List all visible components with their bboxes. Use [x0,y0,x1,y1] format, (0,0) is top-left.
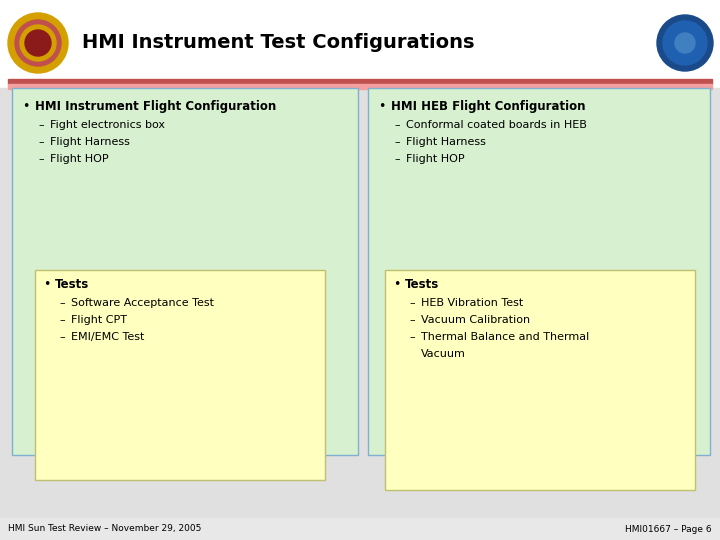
Circle shape [657,15,713,71]
Text: –: – [409,298,415,308]
Text: Vacuum: Vacuum [421,349,466,359]
Text: Flight CPT: Flight CPT [71,315,127,325]
Text: Flight HOP: Flight HOP [50,154,109,164]
Text: –: – [59,298,65,308]
Text: –: – [59,315,65,325]
FancyBboxPatch shape [385,270,695,490]
Text: Conformal coated boards in HEB: Conformal coated boards in HEB [406,120,587,130]
FancyBboxPatch shape [368,88,710,455]
FancyBboxPatch shape [12,88,358,455]
Text: –: – [59,332,65,342]
Bar [8,84,712,89]
Text: •: • [393,278,400,291]
Text: Flight Harness: Flight Harness [406,137,486,147]
Text: •: • [378,100,385,113]
Text: –: – [38,120,44,130]
Text: •: • [43,278,50,291]
Text: HEB Vibration Test: HEB Vibration Test [421,298,523,308]
Circle shape [20,25,56,61]
Circle shape [25,30,51,56]
Bar [0,518,720,540]
Text: Vacuum Calibration: Vacuum Calibration [421,315,530,325]
Text: HMI Sun Test Review – November 29, 2005: HMI Sun Test Review – November 29, 2005 [8,524,202,534]
Circle shape [675,33,695,53]
Text: –: – [409,315,415,325]
Text: •: • [22,100,30,113]
FancyBboxPatch shape [35,270,325,480]
Text: –: – [394,120,400,130]
Text: Tests: Tests [55,278,89,291]
Bar [8,79,712,84]
Bar [0,0,720,78]
Text: Flight HOP: Flight HOP [406,154,464,164]
Text: –: – [38,137,44,147]
Text: HMI Instrument Test Configurations: HMI Instrument Test Configurations [82,33,474,52]
Bar [0,88,720,518]
Text: EMI/EMC Test: EMI/EMC Test [71,332,145,342]
Text: Fight electronics box: Fight electronics box [50,120,165,130]
Text: –: – [38,154,44,164]
Circle shape [15,20,61,66]
Text: Flight Harness: Flight Harness [50,137,130,147]
Text: Software Acceptance Test: Software Acceptance Test [71,298,214,308]
Circle shape [8,13,68,73]
Text: Thermal Balance and Thermal: Thermal Balance and Thermal [421,332,589,342]
Text: HMI HEB Flight Configuration: HMI HEB Flight Configuration [391,100,585,113]
Text: Tests: Tests [405,278,439,291]
Text: –: – [394,154,400,164]
Circle shape [663,21,707,65]
Text: –: – [394,137,400,147]
Text: –: – [409,332,415,342]
Text: HMI Instrument Flight Configuration: HMI Instrument Flight Configuration [35,100,276,113]
Text: HMI01667 – Page 6: HMI01667 – Page 6 [626,524,712,534]
